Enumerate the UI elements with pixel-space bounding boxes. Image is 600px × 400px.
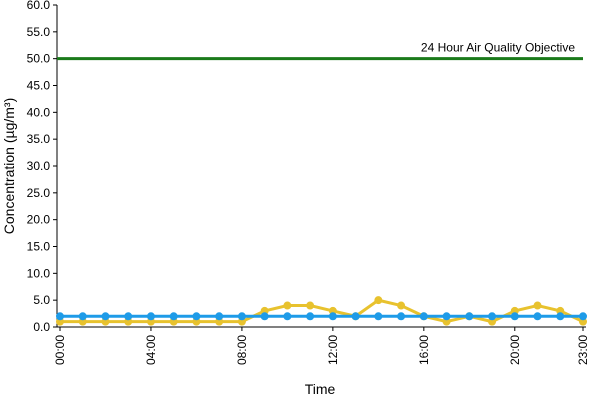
data-point xyxy=(510,312,519,321)
y-tick-label: 10.0 xyxy=(27,266,51,280)
y-tick-label: 45.0 xyxy=(27,79,51,93)
y-tick-label: 25.0 xyxy=(27,186,51,200)
data-point xyxy=(237,312,246,321)
x-axis-title: Time xyxy=(305,381,336,397)
y-axis-title: Concentration (µg/m³) xyxy=(1,98,17,234)
y-tick-label: 5.0 xyxy=(33,293,50,307)
y-tick-label: 40.0 xyxy=(27,105,51,119)
data-point xyxy=(328,312,337,321)
x-tick-label: 08:00 xyxy=(235,335,249,365)
data-point xyxy=(101,312,110,321)
data-point xyxy=(215,312,224,321)
data-point xyxy=(124,312,133,321)
data-point xyxy=(397,301,406,310)
y-tick-label: 55.0 xyxy=(27,25,51,39)
y-tick-label: 20.0 xyxy=(27,213,51,227)
reference-label: 24 Hour Air Quality Objective xyxy=(421,41,575,55)
x-tick-label: 16:00 xyxy=(417,335,431,365)
x-tick-label: 20:00 xyxy=(508,335,522,365)
y-tick-label: 50.0 xyxy=(27,52,51,66)
series-line xyxy=(60,298,584,324)
x-tick-label: 04:00 xyxy=(144,335,158,365)
data-point xyxy=(351,312,360,321)
data-point xyxy=(56,312,64,321)
data-point xyxy=(169,312,178,321)
data-point xyxy=(192,312,201,321)
data-point xyxy=(488,312,497,321)
y-tick-label: 0.0 xyxy=(33,320,50,334)
x-tick-label: 12:00 xyxy=(326,335,340,365)
data-point xyxy=(306,301,315,310)
y-tick-label: 35.0 xyxy=(27,132,51,146)
x-tick-label: 23:00 xyxy=(576,335,590,365)
data-point xyxy=(283,301,292,310)
data-point xyxy=(283,312,292,321)
data-point xyxy=(465,312,474,321)
data-point xyxy=(419,312,428,321)
y-tick-label: 30.0 xyxy=(27,159,51,173)
data-point xyxy=(306,312,315,321)
data-point xyxy=(533,301,542,310)
data-point xyxy=(260,312,269,321)
data-point xyxy=(146,312,155,321)
y-tick-label: 60.0 xyxy=(27,0,51,12)
data-point xyxy=(556,312,565,321)
data-point xyxy=(78,312,87,321)
x-tick-label: 00:00 xyxy=(53,335,67,365)
data-point xyxy=(374,296,383,305)
data-point xyxy=(374,312,383,321)
data-point xyxy=(442,312,451,321)
data-point xyxy=(397,312,406,321)
y-tick-label: 15.0 xyxy=(27,240,51,254)
data-point xyxy=(579,312,587,321)
data-point xyxy=(533,312,542,321)
